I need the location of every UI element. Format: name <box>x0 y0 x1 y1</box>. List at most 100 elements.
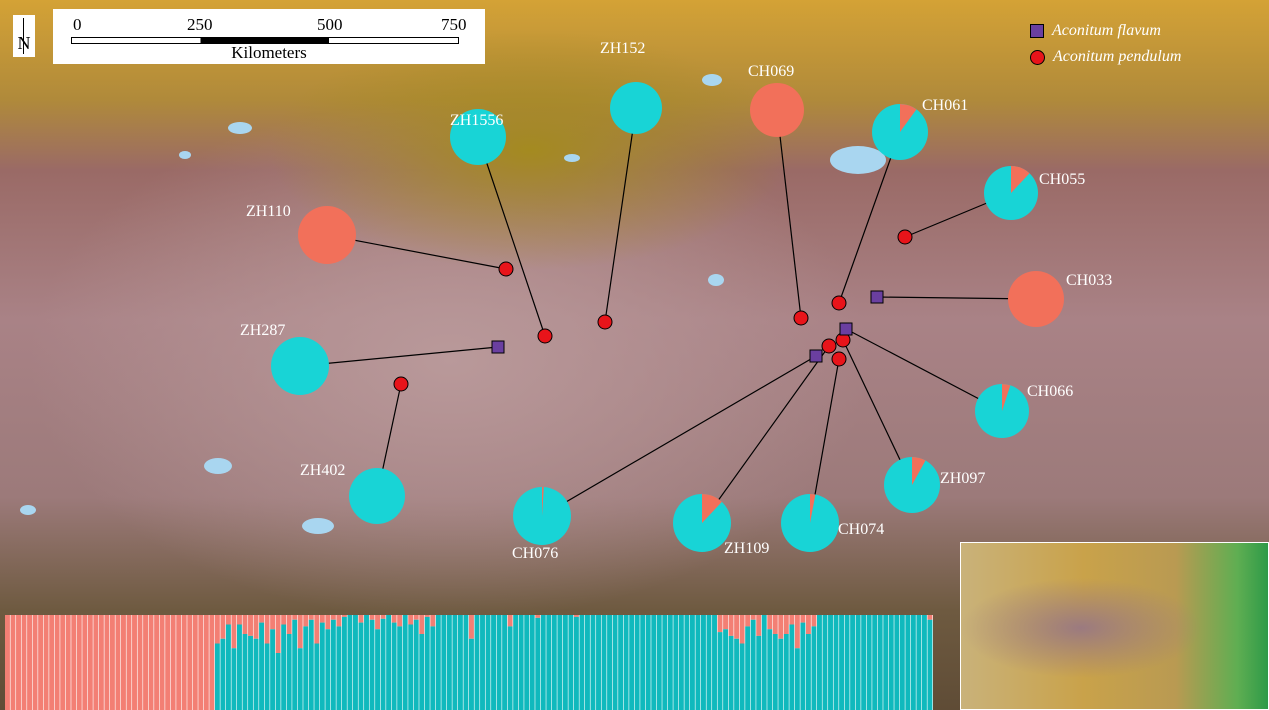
structure-bar-cluster1 <box>82 615 88 710</box>
structure-bar-cluster2 <box>684 615 690 710</box>
structure-bar-cluster1 <box>927 615 933 620</box>
structure-bar-cluster2 <box>645 615 651 710</box>
structure-bar-cluster1 <box>93 615 99 710</box>
structure-bar-cluster1 <box>43 615 49 710</box>
pie-CH069 <box>750 83 804 137</box>
structure-bar-cluster2 <box>341 616 347 710</box>
pie-CH055 <box>984 166 1038 220</box>
structure-bar-cluster1 <box>413 615 419 620</box>
structure-bar-cluster2 <box>264 643 270 710</box>
structure-bar-cluster2 <box>745 626 751 710</box>
structure-bar-cluster1 <box>76 615 82 710</box>
pie-ZH402 <box>349 468 405 524</box>
leader-line <box>477 136 546 337</box>
structure-bar-cluster1 <box>21 615 27 710</box>
population-label: CH069 <box>748 63 795 80</box>
structure-bar-cluster1 <box>397 615 403 627</box>
scale-tick: 0 <box>73 15 82 34</box>
leader-line <box>299 346 499 367</box>
structure-bar-cluster1 <box>104 615 110 710</box>
structure-bar-cluster1 <box>336 615 342 627</box>
structure-bar-cluster1 <box>308 615 314 620</box>
pie-slice <box>298 206 356 264</box>
structure-bar-cluster1 <box>800 615 806 623</box>
structure-bar-cluster2 <box>546 615 552 710</box>
structure-bar-cluster2 <box>778 638 784 710</box>
pie-slice <box>702 494 722 523</box>
structure-bar-cluster2 <box>270 629 276 710</box>
pie-CH074 <box>781 494 839 552</box>
structure-bar-cluster1 <box>419 615 425 634</box>
structure-bar-cluster2 <box>800 622 806 710</box>
structure-bar-cluster2 <box>353 615 358 710</box>
pie-slice <box>349 468 405 524</box>
structure-bar-cluster2 <box>833 615 839 710</box>
structure-bar-cluster2 <box>701 615 706 710</box>
scale-bar-graphic <box>71 37 459 44</box>
structure-bar-cluster1 <box>767 615 773 630</box>
pie-slice <box>450 109 506 165</box>
legend: Aconitum flavum Aconitum pendulum <box>1030 18 1181 70</box>
leader-line <box>541 355 817 517</box>
structure-bar-cluster2 <box>424 616 430 710</box>
pie-ZH109 <box>673 494 731 552</box>
structure-bar-cluster2 <box>739 643 745 710</box>
leader-line <box>604 107 637 323</box>
lake <box>702 74 722 86</box>
flavum-marker <box>839 322 853 336</box>
structure-bar-cluster2 <box>248 635 253 710</box>
population-label: CH076 <box>512 545 559 562</box>
structure-bar-cluster1 <box>408 615 414 625</box>
structure-bar-cluster2 <box>623 615 629 710</box>
structure-bar-cluster1 <box>71 615 77 710</box>
scale-tick: 250 <box>187 15 213 34</box>
structure-bar-cluster1 <box>430 615 436 627</box>
structure-bar-cluster1 <box>811 615 817 627</box>
structure-bar-cluster2 <box>585 615 590 710</box>
structure-bar-cluster2 <box>667 615 673 710</box>
structure-bar-cluster1 <box>756 615 762 636</box>
structure-bar-cluster2 <box>457 615 463 710</box>
structure-bar-cluster2 <box>607 615 613 710</box>
structure-bar-cluster2 <box>369 619 375 710</box>
structure-bar-cluster2 <box>634 615 640 710</box>
structure-bar-cluster2 <box>253 638 259 710</box>
structure-bar-cluster1 <box>98 615 104 710</box>
structure-bar-cluster2 <box>618 615 624 710</box>
structure-bar-cluster1 <box>783 615 789 634</box>
population-label: ZH402 <box>300 462 346 479</box>
structure-bar-cluster2 <box>518 615 524 710</box>
pie-ZH110 <box>298 206 356 264</box>
structure-bar-cluster1 <box>369 615 375 620</box>
structure-bar-cluster1 <box>286 615 292 634</box>
structure-bar-cluster1 <box>424 615 430 617</box>
structure-bar-cluster2 <box>877 615 883 710</box>
structure-bar-cluster1 <box>87 615 93 710</box>
structure-bar-cluster1 <box>49 615 55 710</box>
structure-bar-cluster1 <box>772 615 778 634</box>
leader-line <box>326 234 507 270</box>
inset-overview-map <box>960 542 1269 710</box>
structure-bar-cluster2 <box>850 615 856 710</box>
structure-bar-cluster2 <box>391 622 397 710</box>
structure-bar-cluster2 <box>364 615 369 710</box>
structure-bar-cluster2 <box>413 619 419 710</box>
structure-bar-cluster2 <box>910 615 916 710</box>
structure-bar-cluster1 <box>32 615 38 710</box>
structure-bar-cluster2 <box>507 626 513 710</box>
structure-bar-cluster2 <box>237 624 242 710</box>
lake <box>302 518 334 534</box>
structure-bar-cluster2 <box>794 648 800 710</box>
structure-bar-cluster1 <box>65 615 71 710</box>
leader-line <box>776 109 802 319</box>
structure-bar-cluster1 <box>231 615 237 649</box>
structure-bar-cluster2 <box>855 615 861 710</box>
lake <box>204 458 232 474</box>
circle-marker-icon <box>1030 49 1045 65</box>
structure-bar-cluster1 <box>126 615 132 710</box>
structure-bar-cluster2 <box>325 629 331 710</box>
pendulum-marker <box>821 338 837 354</box>
structure-bar-cluster1 <box>794 615 800 649</box>
structure-bar-cluster2 <box>689 615 695 710</box>
scale-bar: 0 250 500 750 Kilometers <box>53 9 485 64</box>
